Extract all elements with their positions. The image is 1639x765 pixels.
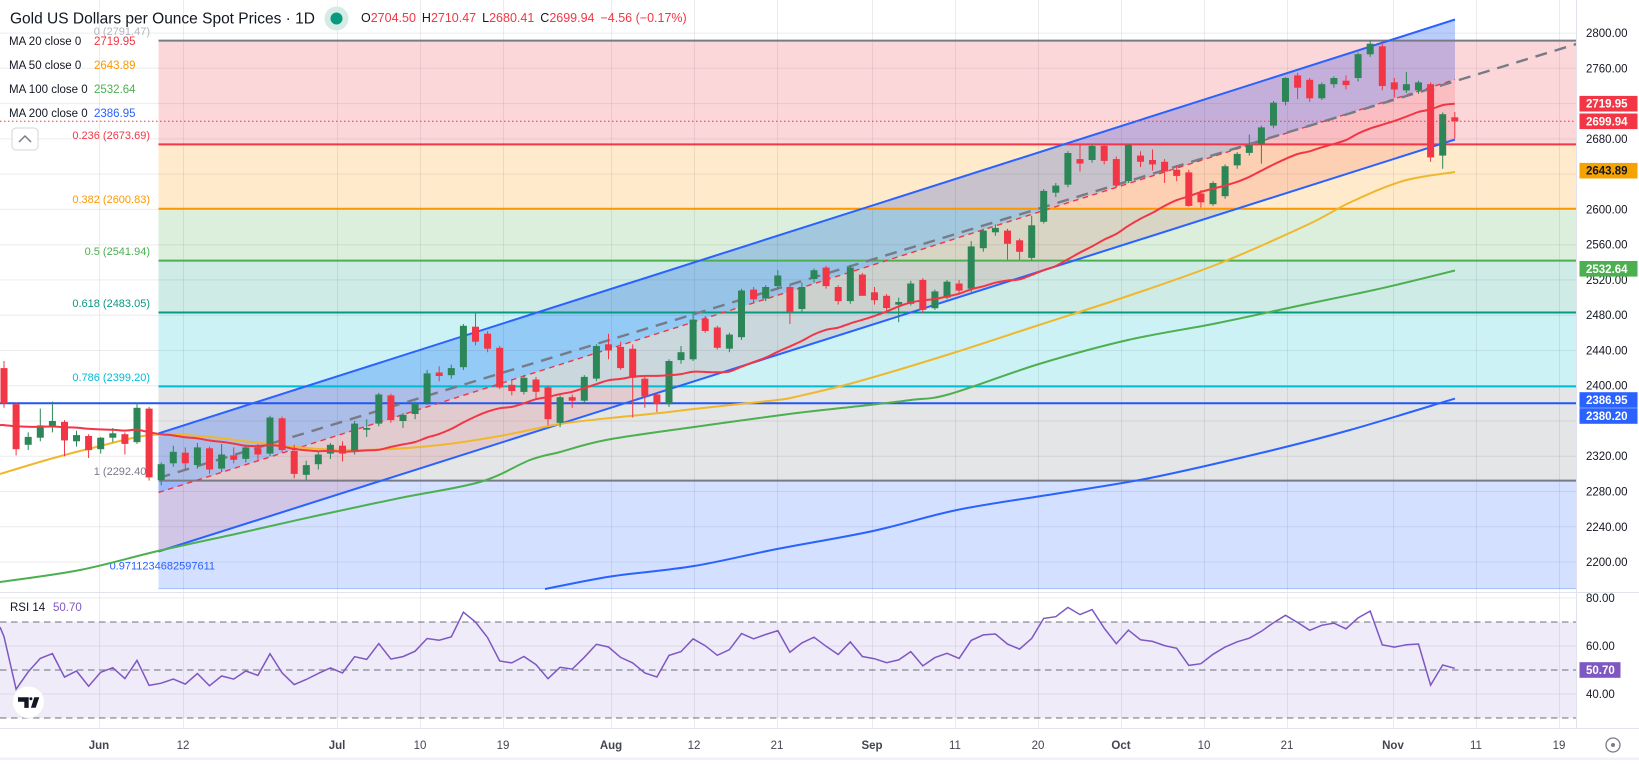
svg-text:10: 10 xyxy=(1198,740,1211,752)
svg-text:2600.00: 2600.00 xyxy=(1586,204,1628,216)
svg-text:2532.64: 2532.64 xyxy=(94,84,136,96)
svg-text:2643.89: 2643.89 xyxy=(94,60,136,72)
svg-text:0.618 (2483.05): 0.618 (2483.05) xyxy=(72,298,150,310)
svg-text:2280.00: 2280.00 xyxy=(1586,487,1628,499)
svg-text:Gold US Dollars per Ounce Spot: Gold US Dollars per Ounce Spot Prices · … xyxy=(10,11,315,28)
svg-text:MA 50 close 0: MA 50 close 0 xyxy=(9,60,81,72)
svg-text:2560.00: 2560.00 xyxy=(1586,240,1628,252)
svg-text:2520.00: 2520.00 xyxy=(1586,275,1628,287)
svg-text:0.786 (2399.20): 0.786 (2399.20) xyxy=(72,372,150,384)
svg-text:2699.94: 2699.94 xyxy=(1586,116,1628,128)
svg-text:2800.00: 2800.00 xyxy=(1586,28,1628,40)
svg-text:12: 12 xyxy=(177,740,190,752)
svg-text:2386.95: 2386.95 xyxy=(1586,395,1628,407)
svg-text:80.00: 80.00 xyxy=(1586,593,1615,605)
svg-text:Sep: Sep xyxy=(861,740,882,752)
svg-text:Jul: Jul xyxy=(329,740,346,752)
svg-text:0.9711234682597611: 0.9711234682597611 xyxy=(110,561,215,573)
svg-text:Nov: Nov xyxy=(1382,740,1404,752)
svg-text:11: 11 xyxy=(1470,740,1482,752)
svg-text:2719.95: 2719.95 xyxy=(94,36,136,48)
svg-text:2240.00: 2240.00 xyxy=(1586,522,1628,534)
svg-text:0.236 (2673.69): 0.236 (2673.69) xyxy=(72,130,150,142)
svg-text:2386.95: 2386.95 xyxy=(94,108,136,120)
svg-text:19: 19 xyxy=(1553,740,1566,752)
svg-text:RSI 14: RSI 14 xyxy=(10,602,46,614)
svg-text:0.382 (2600.83): 0.382 (2600.83) xyxy=(72,194,150,206)
svg-text:Oct: Oct xyxy=(1111,740,1130,752)
svg-text:2320.00: 2320.00 xyxy=(1586,451,1628,463)
svg-text:20: 20 xyxy=(1032,740,1045,752)
svg-text:Aug: Aug xyxy=(600,740,622,752)
svg-text:0.5 (2541.94): 0.5 (2541.94) xyxy=(85,246,150,258)
svg-text:50.70: 50.70 xyxy=(1586,665,1615,677)
svg-text:1 (2292.40): 1 (2292.40) xyxy=(94,466,150,478)
svg-text:Jun: Jun xyxy=(89,740,109,752)
svg-text:2680.00: 2680.00 xyxy=(1586,134,1628,146)
svg-text:2380.20: 2380.20 xyxy=(1586,411,1628,423)
svg-text:11: 11 xyxy=(949,740,961,752)
svg-text:2200.00: 2200.00 xyxy=(1586,557,1628,569)
svg-text:21: 21 xyxy=(771,740,784,752)
svg-text:12: 12 xyxy=(688,740,701,752)
svg-text:2400.00: 2400.00 xyxy=(1586,381,1628,393)
svg-text:2480.00: 2480.00 xyxy=(1586,310,1628,322)
svg-text:2760.00: 2760.00 xyxy=(1586,63,1628,75)
svg-text:50.70: 50.70 xyxy=(53,602,82,614)
svg-text:MA 20 close 0: MA 20 close 0 xyxy=(9,36,81,48)
svg-text:19: 19 xyxy=(497,740,510,752)
svg-text:0 (2791.47): 0 (2791.47) xyxy=(94,26,150,38)
svg-text:10: 10 xyxy=(414,740,427,752)
svg-text:2643.89: 2643.89 xyxy=(1586,166,1628,178)
svg-text:40.00: 40.00 xyxy=(1586,689,1615,701)
svg-text:60.00: 60.00 xyxy=(1586,641,1615,653)
svg-text:MA 100 close 0: MA 100 close 0 xyxy=(9,84,88,96)
svg-text:MA 200 close 0: MA 200 close 0 xyxy=(9,108,88,120)
svg-text:2719.95: 2719.95 xyxy=(1586,99,1628,111)
svg-text:2440.00: 2440.00 xyxy=(1586,346,1628,358)
svg-text:2532.64: 2532.64 xyxy=(1586,264,1628,276)
svg-text:21: 21 xyxy=(1281,740,1294,752)
